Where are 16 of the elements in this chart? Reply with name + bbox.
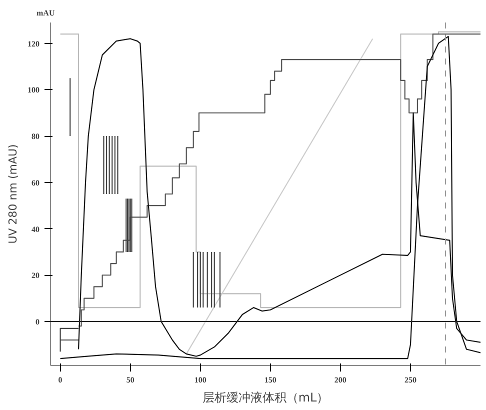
x-tick-label: 250: [404, 376, 416, 384]
y-tick-label: 60: [32, 178, 40, 188]
y-tick-label: 100: [28, 86, 40, 95]
x-tick-label: 50: [126, 376, 134, 384]
y-tick-label: 120: [28, 39, 40, 48]
y-tick-label: 80: [32, 132, 40, 142]
x-axis-title: 层析缓冲液体积（mL）: [202, 390, 329, 404]
y-tick-label: 20: [32, 271, 40, 280]
text: mAU: [36, 8, 55, 18]
x-tick-label: 150: [264, 376, 276, 384]
x-tick-label: 200: [334, 376, 346, 384]
x-tick-label: 0: [58, 376, 62, 384]
y-tick-label: 40: [32, 224, 40, 234]
x-tick-label: 100: [194, 376, 206, 384]
y-axis-title: UV 280 nm (mAU): [6, 144, 20, 244]
y-tick-label: 0: [36, 317, 40, 326]
